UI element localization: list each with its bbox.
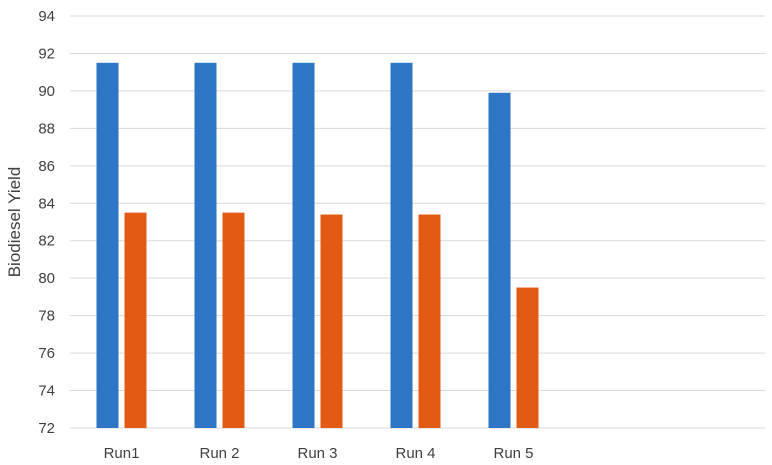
bar-series-1-1 [96,62,119,429]
x-tick-label: Run1 [104,445,140,462]
y-tick-label: 88 [38,120,55,137]
y-tick-label: 94 [38,8,55,25]
bar-series-2-3 [320,214,343,428]
x-tick-label: Run 3 [297,445,337,462]
x-tick-label: Run 5 [493,445,533,462]
x-axis-ticks: Run1 Run 2 Run 3 Run 4 Run 5 [104,445,534,462]
y-tick-label: 84 [38,195,55,212]
x-tick-label: Run 4 [395,445,435,462]
y-tick-label: 80 [38,270,55,287]
bar-series-2-4 [418,214,441,428]
y-axis-ticks: 72 74 76 78 80 82 84 86 88 90 92 94 [38,8,55,437]
bar-series-2-2 [222,212,245,428]
y-tick-label: 72 [38,420,55,437]
y-tick-label: 92 [38,45,55,62]
bar-series-1-4 [390,62,413,429]
bars [96,62,539,429]
y-tick-label: 78 [38,308,55,325]
bar-series-1-2 [194,62,217,429]
bar-series-1-3 [292,62,315,429]
y-axis-label: Biodiesel Yield [5,167,24,278]
x-tick-label: Run 2 [199,445,239,462]
y-tick-label: 90 [38,83,55,100]
y-tick-label: 86 [38,158,55,175]
bar-series-2-1 [124,212,147,428]
bar-series-1-5 [488,92,511,429]
bar-series-2-5 [516,287,539,428]
gridlines [70,15,765,429]
y-tick-label: 74 [38,383,55,400]
y-tick-label: 82 [38,233,55,250]
y-tick-label: 76 [38,345,55,362]
